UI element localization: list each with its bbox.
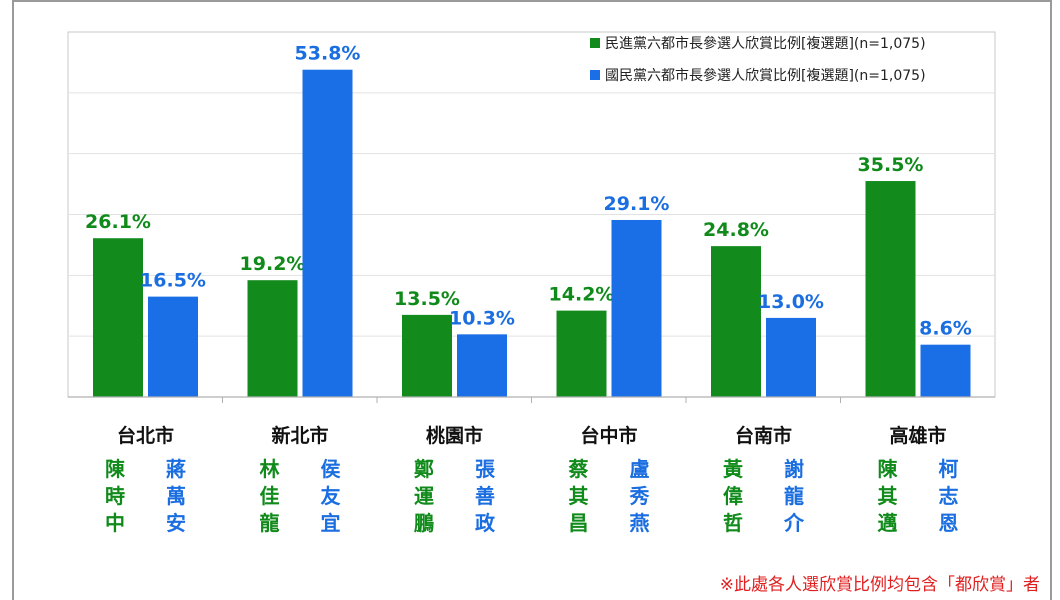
category-label: 桃園市 <box>426 424 483 447</box>
kmt-candidate-name: 龍 <box>784 484 804 508</box>
kmt-candidate-name: 燕 <box>630 511 650 535</box>
kmt-bar <box>302 69 353 397</box>
kmt-candidate-name: 謝 <box>784 457 804 481</box>
kmt-candidate-name: 秀 <box>629 484 650 508</box>
footnote: ※此處各人選欣賞比例均包含「都欣賞」者 <box>719 575 1040 595</box>
dpp-bar <box>402 314 452 397</box>
kmt-candidate-name: 張 <box>475 457 496 481</box>
dpp-candidate-name: 運 <box>414 484 434 508</box>
kmt-candidate-name: 盧 <box>630 457 650 481</box>
kmt-bar <box>920 344 971 397</box>
dpp-candidate-name: 邁 <box>878 511 898 535</box>
data-label: 8.6% <box>919 318 972 340</box>
data-label: 29.1% <box>604 193 670 215</box>
kmt-candidate-name: 侯 <box>321 457 342 481</box>
dpp-candidate-name: 昌 <box>569 511 589 535</box>
kmt-bar <box>457 334 507 397</box>
dpp-bar <box>865 181 916 397</box>
dpp-candidate-name: 中 <box>105 511 125 535</box>
chart-frame <box>12 0 1052 600</box>
dpp-bar <box>711 246 761 397</box>
kmt-candidate-name: 柯 <box>939 457 959 481</box>
legend-entry: 民進黨六都市長參選人欣賞比例[複選題](n=1,075) <box>605 35 926 52</box>
kmt-candidate-name: 介 <box>783 511 805 535</box>
data-label: 53.8% <box>295 43 361 65</box>
dpp-candidate-name: 鄭 <box>414 457 434 481</box>
legend-swatch <box>590 38 600 48</box>
category-label: 台北市 <box>117 424 174 447</box>
data-label: 16.5% <box>140 270 206 292</box>
category-label: 台南市 <box>735 424 792 447</box>
kmt-candidate-name: 安 <box>166 511 186 535</box>
dpp-candidate-name: 時 <box>105 484 125 508</box>
dpp-candidate-name: 黃 <box>723 457 743 481</box>
dpp-candidate-name: 蔡 <box>568 457 589 481</box>
data-label: 13.0% <box>758 291 824 313</box>
category-label: 高雄市 <box>889 424 946 447</box>
data-label: 26.1% <box>85 211 151 233</box>
dpp-candidate-name: 林 <box>260 457 280 481</box>
dpp-candidate-name: 其 <box>569 484 589 508</box>
kmt-bar <box>611 219 662 397</box>
kmt-candidate-name: 蔣 <box>166 457 186 481</box>
dpp-candidate-name: 偉 <box>723 484 743 508</box>
kmt-candidate-name: 宜 <box>321 511 341 535</box>
kmt-candidate-name: 友 <box>321 484 341 508</box>
dpp-bar <box>247 280 298 397</box>
dpp-candidate-name: 其 <box>878 484 898 508</box>
data-label: 10.3% <box>449 307 515 329</box>
kmt-candidate-name: 志 <box>939 484 959 508</box>
data-label: 35.5% <box>858 154 924 176</box>
kmt-candidate-name: 善 <box>475 484 495 508</box>
category-label: 新北市 <box>271 424 328 447</box>
data-label: 24.8% <box>703 219 769 241</box>
dpp-candidate-name: 佳 <box>260 484 280 508</box>
dpp-candidate-name: 陳 <box>105 457 126 481</box>
dpp-candidate-name: 鵬 <box>414 511 434 535</box>
dpp-candidate-name: 陳 <box>878 457 899 481</box>
kmt-bar <box>148 296 198 397</box>
dpp-candidate-name: 龍 <box>260 511 280 535</box>
kmt-bar <box>766 317 816 397</box>
data-label: 19.2% <box>240 253 306 275</box>
kmt-candidate-name: 萬 <box>166 484 186 508</box>
dpp-bar <box>556 310 607 397</box>
legend-swatch <box>590 70 600 80</box>
dpp-bar <box>93 238 143 397</box>
data-label: 13.5% <box>394 288 460 310</box>
kmt-candidate-name: 恩 <box>939 511 959 535</box>
data-label: 14.2% <box>549 284 615 306</box>
legend-entry: 國民黨六都市長參選人欣賞比例[複選題](n=1,075) <box>605 67 926 84</box>
category-label: 台中市 <box>580 424 637 447</box>
kmt-candidate-name: 政 <box>475 511 496 535</box>
dpp-candidate-name: 哲 <box>723 511 743 535</box>
